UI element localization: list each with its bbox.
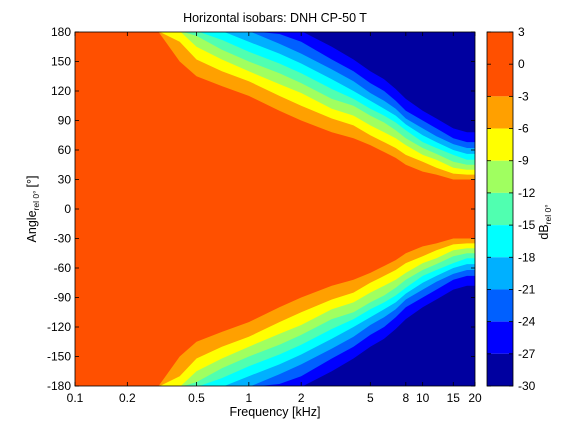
y-axis-label-sub: rel 0° xyxy=(31,191,41,211)
y-tick-label: 0 xyxy=(64,202,71,216)
y-axis: 180 150 120 90 60 30 0 -30 -60 -90 -120 -150 -180 xyxy=(47,25,475,393)
colorbar-swatch xyxy=(487,321,513,354)
y-tick-label: -90 xyxy=(54,291,72,305)
colorbar-swatch xyxy=(487,192,513,226)
colorbar-tick-label: -3 xyxy=(518,89,529,103)
svg-text:Anglerel 0°[°]: Anglerel 0° [°] xyxy=(25,176,41,243)
colorbar-tick-label: 3 xyxy=(518,25,525,39)
y-tick-label: 90 xyxy=(58,114,72,128)
x-tick-label: 2 xyxy=(298,391,305,405)
colorbar-swatch xyxy=(487,353,513,386)
colorbar-frame xyxy=(486,31,514,387)
contour-plot-area xyxy=(75,32,475,386)
x-tick-label: 15 xyxy=(447,391,461,405)
y-axis-label-main: Angle xyxy=(25,210,39,242)
y-tick-label: -150 xyxy=(47,350,71,364)
contour-band-lower--27dB xyxy=(303,285,475,386)
x-axis-label: Frequency [kHz] xyxy=(229,405,320,419)
colorbar-swatch xyxy=(487,225,513,258)
x-tick-label: 0.5 xyxy=(188,391,205,405)
colorbar-label-sub: rel 0° xyxy=(543,204,553,224)
y-tick-label: 30 xyxy=(58,173,72,187)
y-tick-label: 60 xyxy=(58,143,72,157)
x-tick-label: 0.2 xyxy=(119,391,136,405)
colorbar-tick-label: -15 xyxy=(518,218,536,232)
colorbar-swatch xyxy=(487,257,513,290)
x-tick-label: 8 xyxy=(402,391,409,405)
y-axis-label: Anglerel 0° [°] xyxy=(25,176,41,243)
colorbar-tick-label: 0 xyxy=(518,57,525,71)
y-tick-label: -120 xyxy=(47,320,71,334)
y-tick-label: 180 xyxy=(51,25,71,39)
colorbar-tick-label: -9 xyxy=(518,154,529,168)
x-tick-label: 0.1 xyxy=(67,391,84,405)
colorbar-swatch xyxy=(487,32,513,97)
svg-text:dBrel 0°: dBrel 0° xyxy=(537,204,553,239)
colorbar-tick-label: -30 xyxy=(518,379,536,393)
y-tick-label: -180 xyxy=(47,379,71,393)
colorbar-tick-label: -24 xyxy=(518,315,536,329)
colorbar-tick-label: -18 xyxy=(518,250,536,264)
x-tick-label: 10 xyxy=(416,391,430,405)
y-axis-label-unit: [°] xyxy=(25,176,39,188)
colorbar-label-main: dB xyxy=(537,224,551,239)
colorbar-swatch xyxy=(487,289,513,322)
colorbar-tick-label: -12 xyxy=(518,186,536,200)
x-tick-label: 20 xyxy=(468,391,482,405)
y-tick-label: -30 xyxy=(54,232,72,246)
colorbar: 3 0 -3 -6 -9 -12 -15 -18 -21 -24 -27 -30 xyxy=(487,25,536,393)
contour-band-upper--27dB xyxy=(303,32,475,133)
colorbar-swatch xyxy=(487,160,513,193)
colorbar-tick-label: -21 xyxy=(518,282,536,296)
y-tick-label: -60 xyxy=(54,261,72,275)
colorbar-label: dBrel 0° xyxy=(537,204,553,239)
x-axis: 0.1 0.2 0.5 1 2 5 8 10 15 20 xyxy=(67,32,482,405)
y-tick-label: 120 xyxy=(51,84,71,98)
x-tick-label: 1 xyxy=(245,391,252,405)
y-tick-label: 150 xyxy=(51,55,71,69)
x-tick-label: 5 xyxy=(367,391,374,405)
colorbar-tick-label: -27 xyxy=(518,347,536,361)
colorbar-tick-label: -6 xyxy=(518,122,529,136)
colorbar-swatch xyxy=(487,128,513,161)
chart-title: Horizontal isobars: DNH CP-50 T xyxy=(183,11,367,25)
colorbar-swatch xyxy=(487,96,513,129)
